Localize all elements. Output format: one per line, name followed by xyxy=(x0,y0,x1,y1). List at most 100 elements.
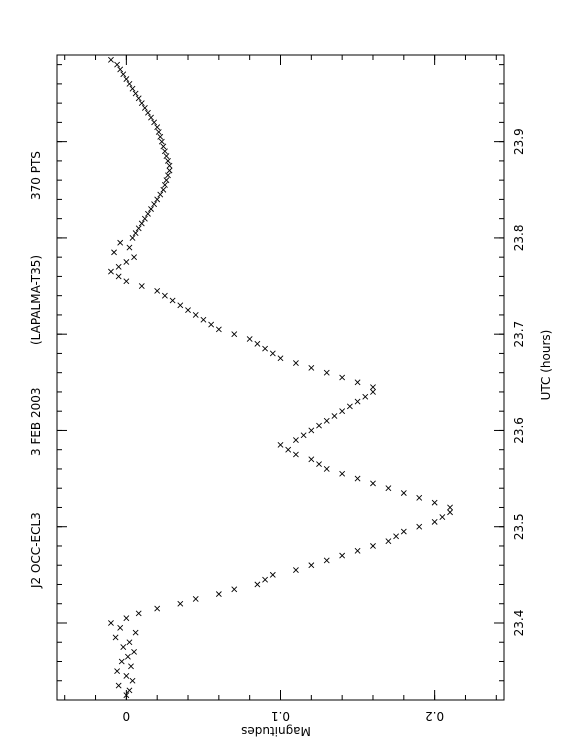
data-point-stroke xyxy=(123,76,130,82)
data-point xyxy=(354,547,361,554)
data-point-stroke xyxy=(447,509,453,516)
data-point xyxy=(108,56,114,63)
data-point xyxy=(154,124,161,131)
data-point-stroke xyxy=(145,210,151,217)
data-point xyxy=(385,485,392,492)
data-point xyxy=(208,321,215,328)
title-part-2: 3 FEB 2003 xyxy=(29,387,43,456)
data-point-stroke xyxy=(316,422,322,429)
data-point xyxy=(161,292,168,299)
data-point xyxy=(151,119,158,126)
data-point-stroke xyxy=(400,528,407,535)
data-point xyxy=(370,480,376,487)
data-point xyxy=(131,648,137,655)
data-point xyxy=(111,249,117,256)
data-point-stroke xyxy=(117,239,124,246)
data-point xyxy=(285,446,292,453)
data-point xyxy=(316,422,322,429)
x-tick-label: 23.4 xyxy=(512,610,526,637)
data-point-stroke xyxy=(277,355,284,362)
data-point-stroke xyxy=(177,302,184,309)
data-point xyxy=(323,369,330,376)
data-point xyxy=(370,543,376,549)
data-point-stroke xyxy=(111,249,117,256)
data-point xyxy=(308,562,315,569)
data-point xyxy=(215,591,222,598)
data-point xyxy=(316,461,322,468)
y-tick-label: 0.2 xyxy=(425,709,444,723)
data-point-stroke xyxy=(416,523,423,530)
data-point xyxy=(200,316,207,323)
data-point xyxy=(262,345,269,352)
x-tick-label: 23.5 xyxy=(512,513,526,540)
data-point xyxy=(154,605,161,612)
data-point-stroke xyxy=(135,610,142,617)
data-point xyxy=(161,148,168,155)
data-point-stroke xyxy=(126,687,133,694)
data-point xyxy=(231,586,238,593)
data-point-stroke xyxy=(123,673,130,679)
data-point-stroke xyxy=(123,692,130,699)
data-point xyxy=(115,273,122,280)
data-point-stroke xyxy=(154,124,161,131)
data-point-stroke xyxy=(117,66,124,73)
data-point xyxy=(123,259,130,265)
data-point-stroke xyxy=(370,543,376,549)
data-point-stroke xyxy=(132,629,139,636)
data-point xyxy=(354,379,361,386)
data-point xyxy=(339,470,346,477)
data-point-stroke xyxy=(114,668,121,675)
data-point xyxy=(254,340,261,347)
data-point xyxy=(400,528,407,535)
data-point-stroke xyxy=(370,389,376,395)
data-point xyxy=(141,215,148,222)
data-point-stroke xyxy=(354,475,361,482)
data-point-stroke xyxy=(169,297,176,304)
data-point-stroke xyxy=(148,206,154,212)
data-point-stroke xyxy=(192,595,199,602)
data-point-stroke xyxy=(308,456,315,463)
data-point-stroke xyxy=(129,85,136,92)
data-point-stroke xyxy=(120,71,127,78)
data-point xyxy=(117,239,124,246)
data-point xyxy=(132,230,139,237)
data-point xyxy=(292,451,299,458)
data-point xyxy=(115,682,122,689)
data-point xyxy=(132,629,139,636)
data-point xyxy=(135,610,142,617)
title-part-1: J2 OCC-ECL3 xyxy=(29,512,43,589)
data-point-stroke xyxy=(370,384,376,391)
data-point xyxy=(155,129,162,135)
data-point-stroke xyxy=(416,494,423,501)
data-point-stroke xyxy=(132,90,139,97)
data-point xyxy=(123,673,130,679)
data-point-stroke xyxy=(292,451,299,458)
data-point xyxy=(126,244,133,251)
data-point-stroke xyxy=(308,364,315,371)
data-point-stroke xyxy=(141,215,148,222)
data-point xyxy=(416,494,423,501)
data-point xyxy=(400,490,407,496)
data-point xyxy=(123,615,130,622)
data-point xyxy=(132,90,139,97)
data-point xyxy=(169,297,176,304)
data-point-stroke xyxy=(339,408,346,415)
data-point xyxy=(300,432,307,439)
title-part-3: (LAPALMA-T35) xyxy=(29,255,43,345)
data-point-stroke xyxy=(262,576,269,583)
data-point xyxy=(308,456,315,463)
data-point-stroke xyxy=(208,321,215,328)
data-point xyxy=(323,417,330,424)
data-point-stroke xyxy=(135,225,142,232)
x-tick-label: 23.6 xyxy=(512,417,526,444)
data-point xyxy=(129,85,136,92)
data-point xyxy=(431,499,438,506)
data-point xyxy=(185,307,191,314)
data-point xyxy=(163,177,170,184)
data-point-stroke xyxy=(108,620,114,626)
data-point-stroke xyxy=(177,600,184,607)
data-point xyxy=(393,533,400,540)
data-point xyxy=(166,162,173,169)
data-point-stroke xyxy=(308,427,315,434)
data-point-stroke xyxy=(151,201,158,208)
